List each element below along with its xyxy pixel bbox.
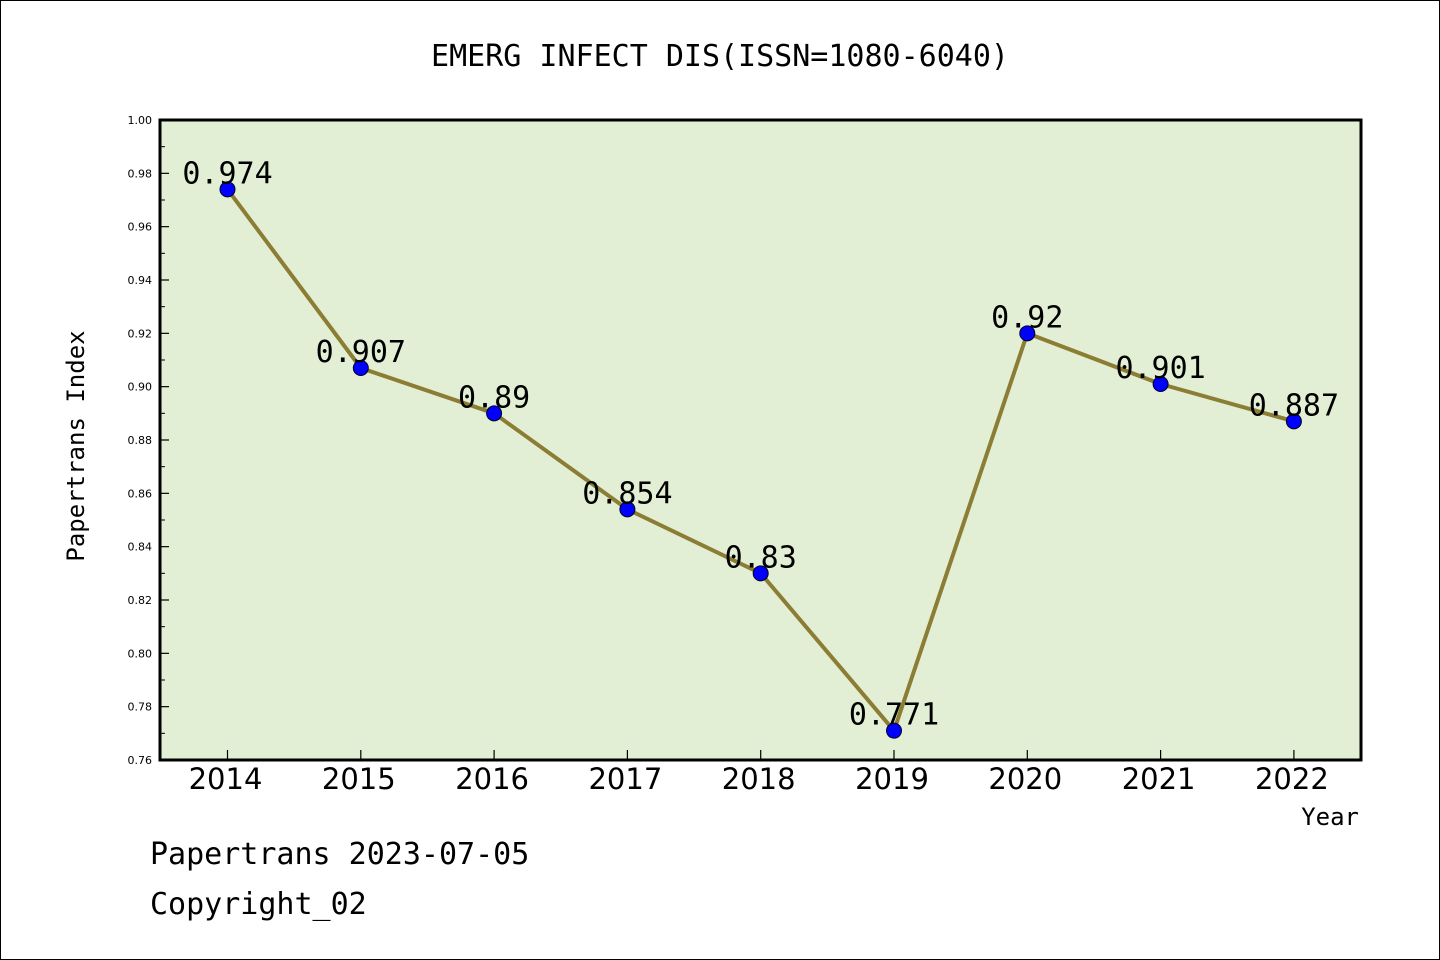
footer-date: Papertrans 2023-07-05 — [150, 837, 529, 872]
x-tick-label: 2014 — [189, 762, 263, 796]
y-tick-label: 0.82 — [128, 594, 153, 607]
y-tick-label: 0.90 — [128, 381, 153, 394]
data-label: 0.92 — [991, 300, 1063, 335]
data-point — [886, 722, 902, 739]
data-label: 0.83 — [725, 540, 797, 575]
data-label: 0.907 — [316, 335, 406, 370]
data-point — [752, 565, 769, 582]
x-tick-label: 2017 — [588, 762, 662, 796]
data-point — [219, 181, 236, 198]
x-tick-label: 2021 — [1122, 762, 1196, 796]
data-point — [1152, 376, 1169, 392]
y-tick-label: 1.00 — [128, 114, 153, 127]
plot-area — [160, 120, 1361, 760]
y-axis-label: Papertrans Index — [62, 330, 90, 561]
y-tick-label: 0.84 — [128, 541, 153, 554]
data-label: 0.89 — [458, 380, 530, 415]
data-label: 0.854 — [582, 476, 672, 511]
y-tick-label: 0.78 — [128, 701, 153, 714]
x-tick-label: 2022 — [1255, 762, 1329, 796]
x-tick-label: 2015 — [322, 762, 396, 796]
data-label: 0.771 — [849, 698, 939, 733]
y-tick-label: 0.76 — [128, 754, 153, 767]
y-tick-label: 0.80 — [128, 647, 153, 660]
x-axis: 2014 2015 2016 2017 2018 2019 2020 2021 2022 — [189, 750, 1329, 796]
x-tick-label: 2018 — [722, 762, 796, 796]
y-tick-label: 0.92 — [128, 327, 153, 340]
y-tick-label: 0.86 — [128, 487, 153, 500]
data-label: 0.901 — [1115, 351, 1205, 386]
data-markers — [219, 181, 1302, 739]
y-tick-label: 0.96 — [128, 221, 153, 234]
data-point — [1285, 413, 1302, 430]
x-tick-label: 2016 — [455, 762, 529, 796]
footer-copyright: Copyright_02 — [150, 887, 367, 922]
chart-title: EMERG INFECT DIS(ISSN=1080-6040) — [431, 39, 1009, 74]
y-tick-label: 0.98 — [128, 167, 153, 180]
data-labels: 0.974 0.907 0.89 0.854 0.83 0.771 0.92 0.901 0.8… — [182, 156, 1339, 732]
data-point — [486, 405, 503, 422]
y-tick-label: 0.94 — [128, 274, 153, 287]
data-label: 0.887 — [1249, 388, 1339, 423]
data-point — [1019, 325, 1036, 342]
x-tick-label: 2019 — [855, 762, 929, 796]
data-label: 0.974 — [182, 156, 272, 191]
x-tick-label: 2020 — [988, 762, 1062, 796]
data-point — [619, 501, 636, 518]
plot-border — [158, 118, 1363, 762]
y-tick-label: 0.88 — [128, 434, 153, 447]
data-point — [352, 360, 369, 376]
x-axis-label: Year — [1301, 803, 1359, 831]
